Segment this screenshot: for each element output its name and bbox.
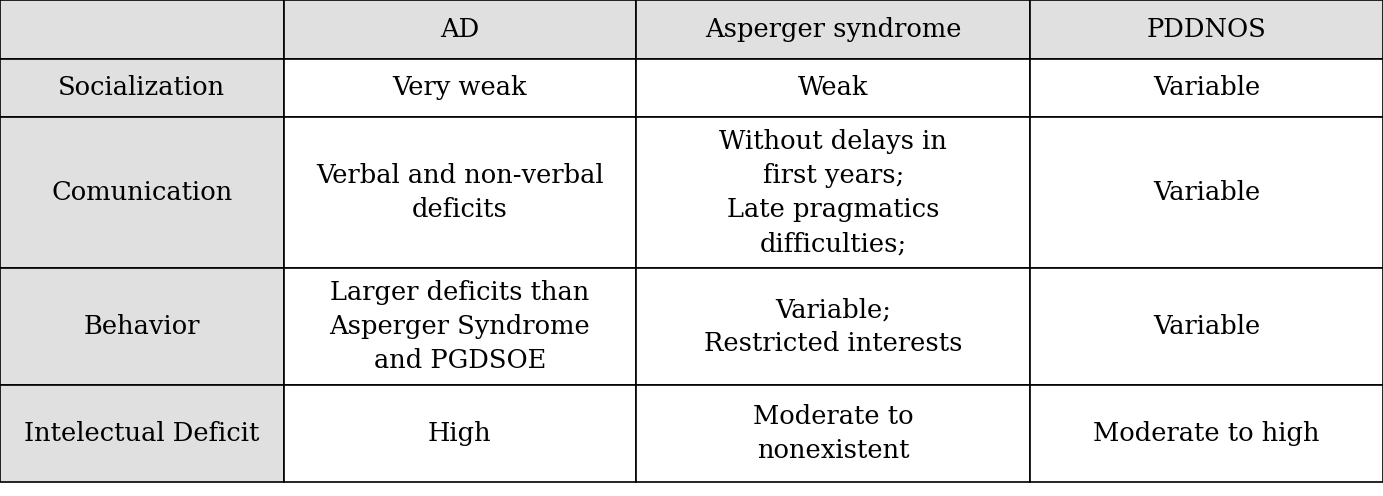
Bar	[284, 0, 636, 59]
Bar	[284, 268, 636, 385]
Bar	[636, 0, 1030, 59]
Bar	[636, 385, 1030, 482]
Text: Moderate to high: Moderate to high	[1094, 421, 1319, 446]
Text: AD: AD	[440, 17, 480, 42]
Bar	[0, 385, 284, 482]
Bar	[0, 117, 284, 268]
Bar	[0, 268, 284, 385]
Bar	[636, 268, 1030, 385]
Text: Verbal and non-verbal
deficits: Verbal and non-verbal deficits	[317, 163, 603, 222]
Text: Larger deficits than
Asperger Syndrome
and PGDSOE: Larger deficits than Asperger Syndrome a…	[329, 280, 591, 373]
Bar	[1030, 59, 1383, 117]
Bar	[0, 0, 284, 59]
Bar	[284, 117, 636, 268]
Bar	[284, 385, 636, 482]
Bar	[1030, 0, 1383, 59]
Text: Variable;
Restricted interests: Variable; Restricted interests	[704, 297, 963, 356]
Text: Intelectual Deficit: Intelectual Deficit	[24, 421, 260, 446]
Text: Behavior: Behavior	[83, 314, 201, 339]
Text: Without delays in
first years;
Late pragmatics
difficulties;: Without delays in first years; Late prag…	[719, 129, 947, 256]
Bar	[636, 59, 1030, 117]
Bar	[1030, 117, 1383, 268]
Text: Socialization: Socialization	[58, 75, 225, 100]
Text: Variable: Variable	[1153, 75, 1260, 100]
Bar	[0, 59, 284, 117]
Text: Asperger syndrome: Asperger syndrome	[705, 17, 961, 42]
Text: Variable: Variable	[1153, 180, 1260, 205]
Text: High: High	[427, 421, 492, 446]
Text: PDDNOS: PDDNOS	[1147, 17, 1267, 42]
Bar	[636, 117, 1030, 268]
Text: Comunication: Comunication	[51, 180, 232, 205]
Text: Weak: Weak	[798, 75, 869, 100]
Text: Variable: Variable	[1153, 314, 1260, 339]
Bar	[284, 59, 636, 117]
Bar	[1030, 268, 1383, 385]
Bar	[1030, 385, 1383, 482]
Text: Moderate to
nonexistent: Moderate to nonexistent	[752, 404, 914, 463]
Text: Very weak: Very weak	[393, 75, 527, 100]
